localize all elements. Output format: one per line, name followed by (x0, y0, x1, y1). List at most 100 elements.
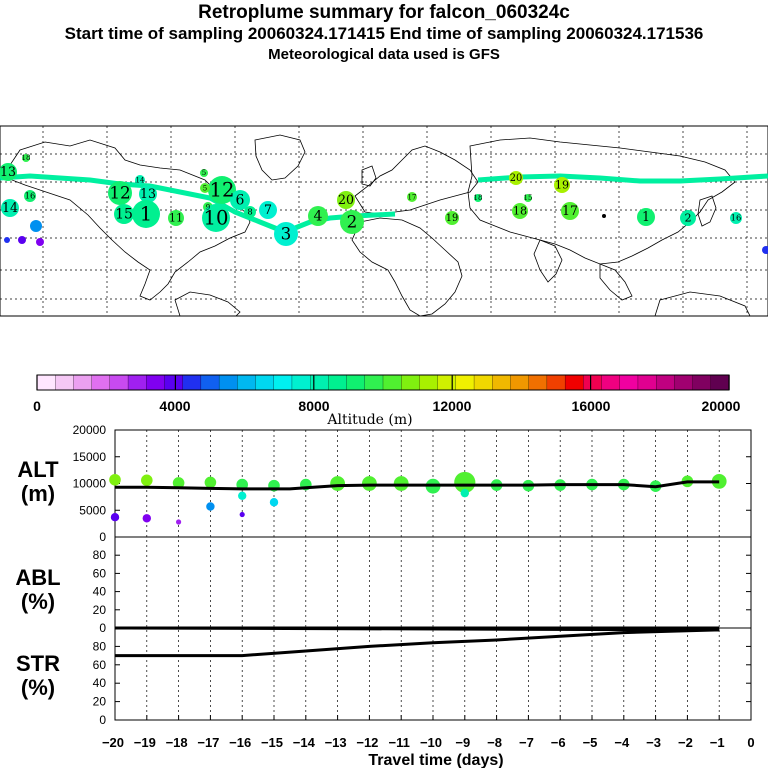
panel-xtick: 0 (747, 735, 754, 750)
panel-ytick: 5000 (79, 503, 106, 517)
plume-circle (22, 154, 30, 162)
panel-xtick: −16 (229, 735, 251, 750)
colorbar-cell (510, 374, 530, 391)
time-series-panels: 0 5000 10000 15000 20000 0 20 40 60 80 0 20 40 60 80 −… (15, 423, 754, 768)
plume-circle (524, 194, 532, 202)
alt-scatter-point (142, 514, 151, 523)
colorbar-cell (328, 374, 348, 391)
plume-low-point (30, 220, 42, 232)
coastline-europe (354, 145, 479, 215)
colorbar-cell (637, 374, 657, 391)
cbar-tick-12000: 12000 (433, 398, 472, 414)
plume-circle (200, 169, 208, 177)
colorbar-cell (237, 374, 257, 391)
plume-circle (208, 176, 236, 204)
plume-circle (512, 203, 528, 219)
plume-circle (274, 222, 298, 246)
colorbar-cell (401, 374, 421, 391)
plume-day-label: 2 (347, 211, 358, 231)
plume-day-label: 18 (474, 194, 483, 202)
panel-xtick: −19 (134, 735, 156, 750)
plume-day-label: 16 (25, 191, 36, 201)
plume-day-label: 3 (281, 223, 292, 243)
plume-day-label: 19 (446, 213, 458, 224)
panel-ytick: 0 (99, 530, 106, 544)
alt-scatter-point (176, 519, 182, 525)
colorbar-cell (674, 374, 694, 391)
alt-scatter-point (362, 476, 377, 491)
colorbar-cell (73, 374, 93, 391)
plume-day-label: 2 (684, 212, 691, 225)
panel-ytick: 15000 (73, 450, 107, 464)
plume-day-label: 6 (236, 193, 245, 209)
panel-ytick: 0 (99, 713, 106, 727)
x-axis-label: Travel time (days) (368, 752, 503, 768)
plume-circle (337, 191, 355, 209)
plume-day-label: 15 (115, 207, 133, 223)
panel-xtick: −2 (678, 735, 693, 750)
colorbar-cell (200, 374, 220, 391)
alt-ylabel-2: (m) (21, 481, 55, 506)
colorbar-cell (492, 374, 512, 391)
colorbar-cell (182, 374, 202, 391)
plume-circle (202, 204, 230, 232)
plume-circle (0, 163, 17, 181)
colorbar-cell (619, 374, 639, 391)
alt-scatter-point (141, 474, 153, 487)
plume-day-label: 14 (136, 176, 145, 184)
coastline-asia (467, 137, 736, 265)
panel-ytick: 40 (93, 676, 107, 690)
colorbar-cell (36, 374, 56, 391)
plume-day-label: 18 (513, 205, 527, 218)
plume-day-label: 5 (203, 184, 207, 192)
panel-ytick: 80 (93, 548, 107, 562)
colorbar-cell (346, 374, 366, 391)
coastline-greenland (254, 134, 306, 181)
alt-scatter-point (238, 491, 247, 501)
coastline-africa (351, 217, 463, 317)
coastline-southeast-asia (599, 263, 633, 301)
alt-scatter-point (172, 477, 185, 489)
plume-day-label: 13 (140, 186, 156, 201)
plume-day-label: 1 (642, 209, 650, 224)
colorbar-cell (273, 374, 293, 391)
panel-xtick: −8 (487, 735, 502, 750)
cbar-tick-0: 0 (33, 398, 41, 414)
colorbar-cell (364, 374, 384, 391)
plume-circle (24, 190, 36, 202)
colorbar-cell (437, 374, 457, 391)
abl-ylabel-1: ABL (15, 565, 60, 590)
coastline-uk (361, 165, 377, 187)
plume-circle (230, 190, 250, 210)
colorbar-cell (164, 374, 184, 391)
panel-xtick: −10 (420, 735, 442, 750)
coastline-north-america (7, 139, 251, 301)
panel-xtick: −6 (551, 735, 566, 750)
panel-ytick: 40 (93, 585, 107, 599)
plume-day-label: 12 (109, 182, 130, 202)
panel-ytick: 10000 (73, 477, 107, 491)
coastline-australia (654, 291, 751, 317)
plume-day-label: 14 (2, 200, 18, 215)
plume-day-label: 12 (210, 178, 235, 201)
plume-day-label: 8 (247, 207, 252, 217)
plume-circle (730, 212, 742, 224)
coastline-japan (697, 195, 717, 227)
panel-xtick: −14 (293, 735, 316, 750)
alt-scatter-point (109, 473, 121, 486)
panel-ytick: 20 (93, 603, 107, 617)
colorbar-cell (564, 374, 584, 391)
plume-circle (637, 208, 655, 226)
panel-xtick: −9 (455, 735, 470, 750)
panel-xtick: −1 (710, 735, 725, 750)
panel-xtick: −17 (197, 735, 219, 750)
plume-circle (114, 204, 134, 224)
plume-circle (139, 185, 157, 203)
sampling-times: Start time of sampling 20060324.171415 E… (64, 24, 704, 43)
series-line-str (115, 628, 720, 658)
plume-circle (1, 199, 19, 217)
met-data-note: Meteorological data used is GFS (268, 46, 500, 63)
panel-xtick: −13 (325, 735, 347, 750)
colorbar-cell (455, 374, 475, 391)
